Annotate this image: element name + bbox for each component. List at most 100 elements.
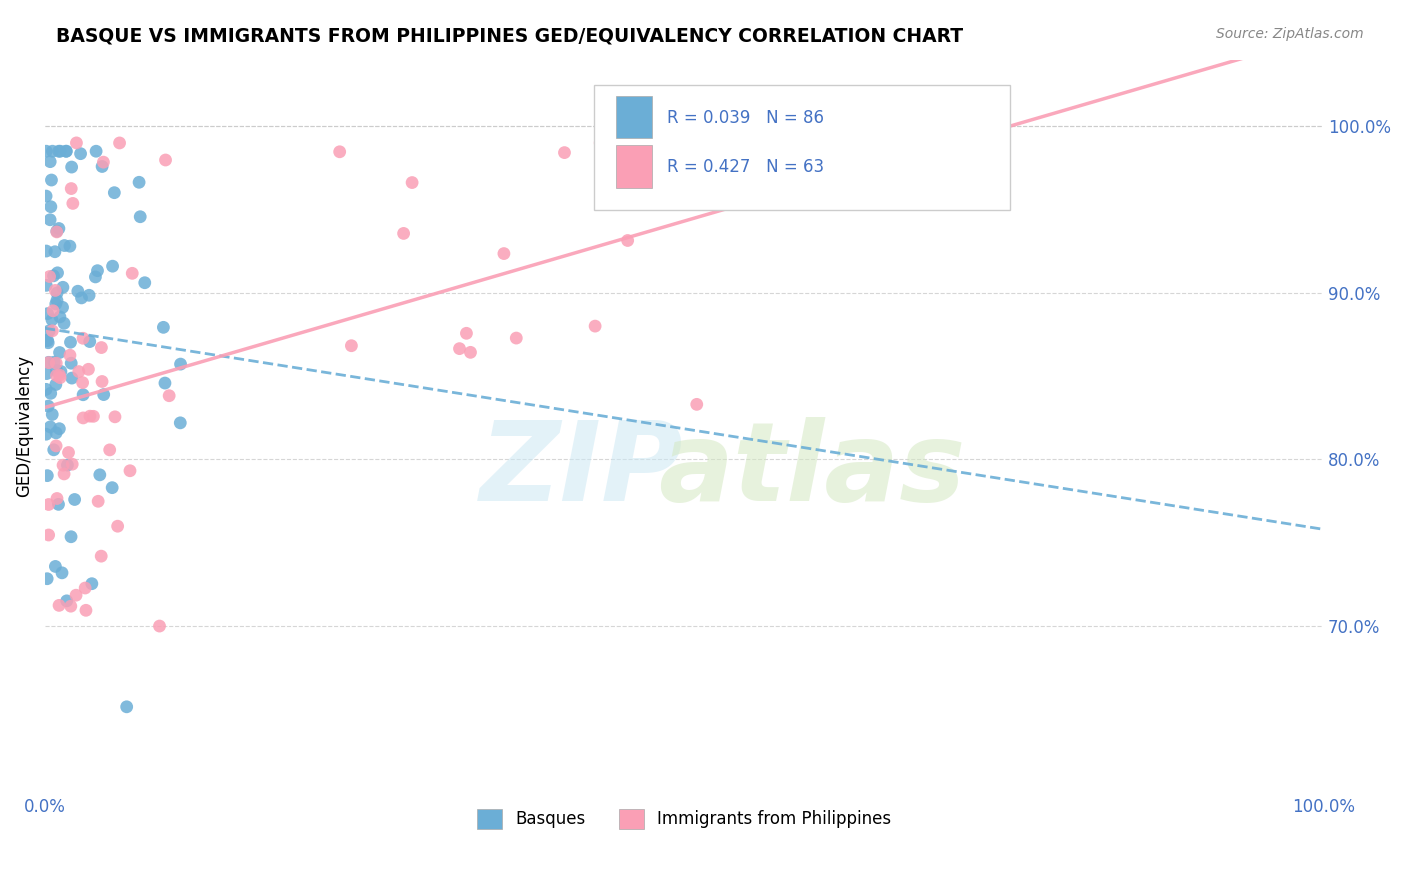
Point	[589, 136, 612, 150]
Point	[75, 581, 97, 595]
Point	[91, 160, 114, 174]
Point	[101, 259, 124, 273]
Point	[39, 386, 62, 401]
Point	[157, 389, 180, 403]
Point	[69, 146, 91, 161]
Point	[52, 280, 75, 294]
Point	[107, 519, 129, 533]
Point	[98, 442, 121, 457]
Point	[62, 196, 84, 211]
Point	[38, 269, 60, 284]
FancyBboxPatch shape	[595, 86, 1010, 210]
Point	[37, 468, 59, 483]
Point	[84, 145, 107, 159]
Point	[41, 313, 63, 327]
FancyBboxPatch shape	[616, 95, 652, 138]
Point	[60, 530, 83, 544]
Point	[55, 594, 77, 608]
Point	[77, 288, 100, 302]
Point	[152, 320, 174, 334]
Point	[48, 422, 70, 436]
Point	[128, 175, 150, 189]
Point	[66, 284, 89, 298]
Point	[42, 442, 65, 457]
Point	[48, 145, 70, 159]
Point	[616, 234, 638, 248]
Point	[89, 467, 111, 482]
Point	[553, 145, 575, 160]
Point	[42, 303, 65, 318]
Point	[46, 293, 69, 308]
Point	[90, 549, 112, 563]
Legend: Basques, Immigrants from Philippines: Basques, Immigrants from Philippines	[470, 802, 898, 836]
Point	[41, 145, 63, 159]
Point	[59, 335, 82, 350]
Point	[49, 364, 72, 378]
Point	[41, 173, 63, 187]
Point	[492, 246, 515, 260]
Point	[52, 458, 75, 472]
Text: BASQUE VS IMMIGRANTS FROM PHILIPPINES GED/EQUIVALENCY CORRELATION CHART: BASQUE VS IMMIGRANTS FROM PHILIPPINES GE…	[56, 27, 963, 45]
Point	[104, 409, 127, 424]
Point	[340, 339, 363, 353]
Point	[45, 439, 67, 453]
Point	[118, 464, 141, 478]
Point	[37, 335, 59, 350]
Point	[59, 239, 82, 253]
Point	[460, 345, 482, 359]
Point	[38, 355, 60, 369]
Point	[35, 334, 58, 348]
Point	[155, 153, 177, 167]
Point	[60, 457, 83, 471]
Point	[56, 458, 79, 472]
Point	[65, 136, 87, 150]
Point	[35, 278, 58, 293]
Point	[401, 176, 423, 190]
Point	[35, 427, 58, 442]
Point	[70, 291, 93, 305]
Point	[49, 145, 72, 159]
Point	[45, 368, 67, 383]
Point	[115, 699, 138, 714]
Point	[79, 334, 101, 349]
Point	[44, 284, 66, 298]
Point	[82, 409, 104, 424]
Point	[46, 266, 69, 280]
Point	[129, 210, 152, 224]
Point	[45, 425, 67, 440]
Point	[35, 367, 58, 381]
Point	[38, 324, 60, 338]
Point	[41, 408, 63, 422]
Point	[93, 387, 115, 401]
Point	[39, 212, 62, 227]
Point	[38, 356, 60, 370]
Point	[49, 370, 72, 384]
Point	[583, 319, 606, 334]
Point	[45, 377, 67, 392]
Point	[101, 481, 124, 495]
Point	[55, 145, 77, 159]
Point	[108, 136, 131, 150]
Point	[60, 356, 83, 370]
Point	[59, 599, 82, 614]
Point	[60, 371, 83, 385]
Point	[72, 331, 94, 345]
Point	[41, 324, 63, 338]
Point	[93, 155, 115, 169]
Point	[37, 307, 59, 321]
Point	[51, 301, 73, 315]
Point	[72, 411, 94, 425]
Point	[80, 576, 103, 591]
Point	[44, 559, 66, 574]
Point	[148, 619, 170, 633]
Point	[103, 186, 125, 200]
Point	[45, 225, 67, 239]
Point	[86, 263, 108, 277]
Point	[53, 467, 76, 481]
Point	[456, 326, 478, 341]
Point	[79, 409, 101, 424]
Point	[35, 189, 58, 203]
Point	[39, 154, 62, 169]
Point	[60, 181, 83, 195]
Point	[53, 316, 76, 330]
